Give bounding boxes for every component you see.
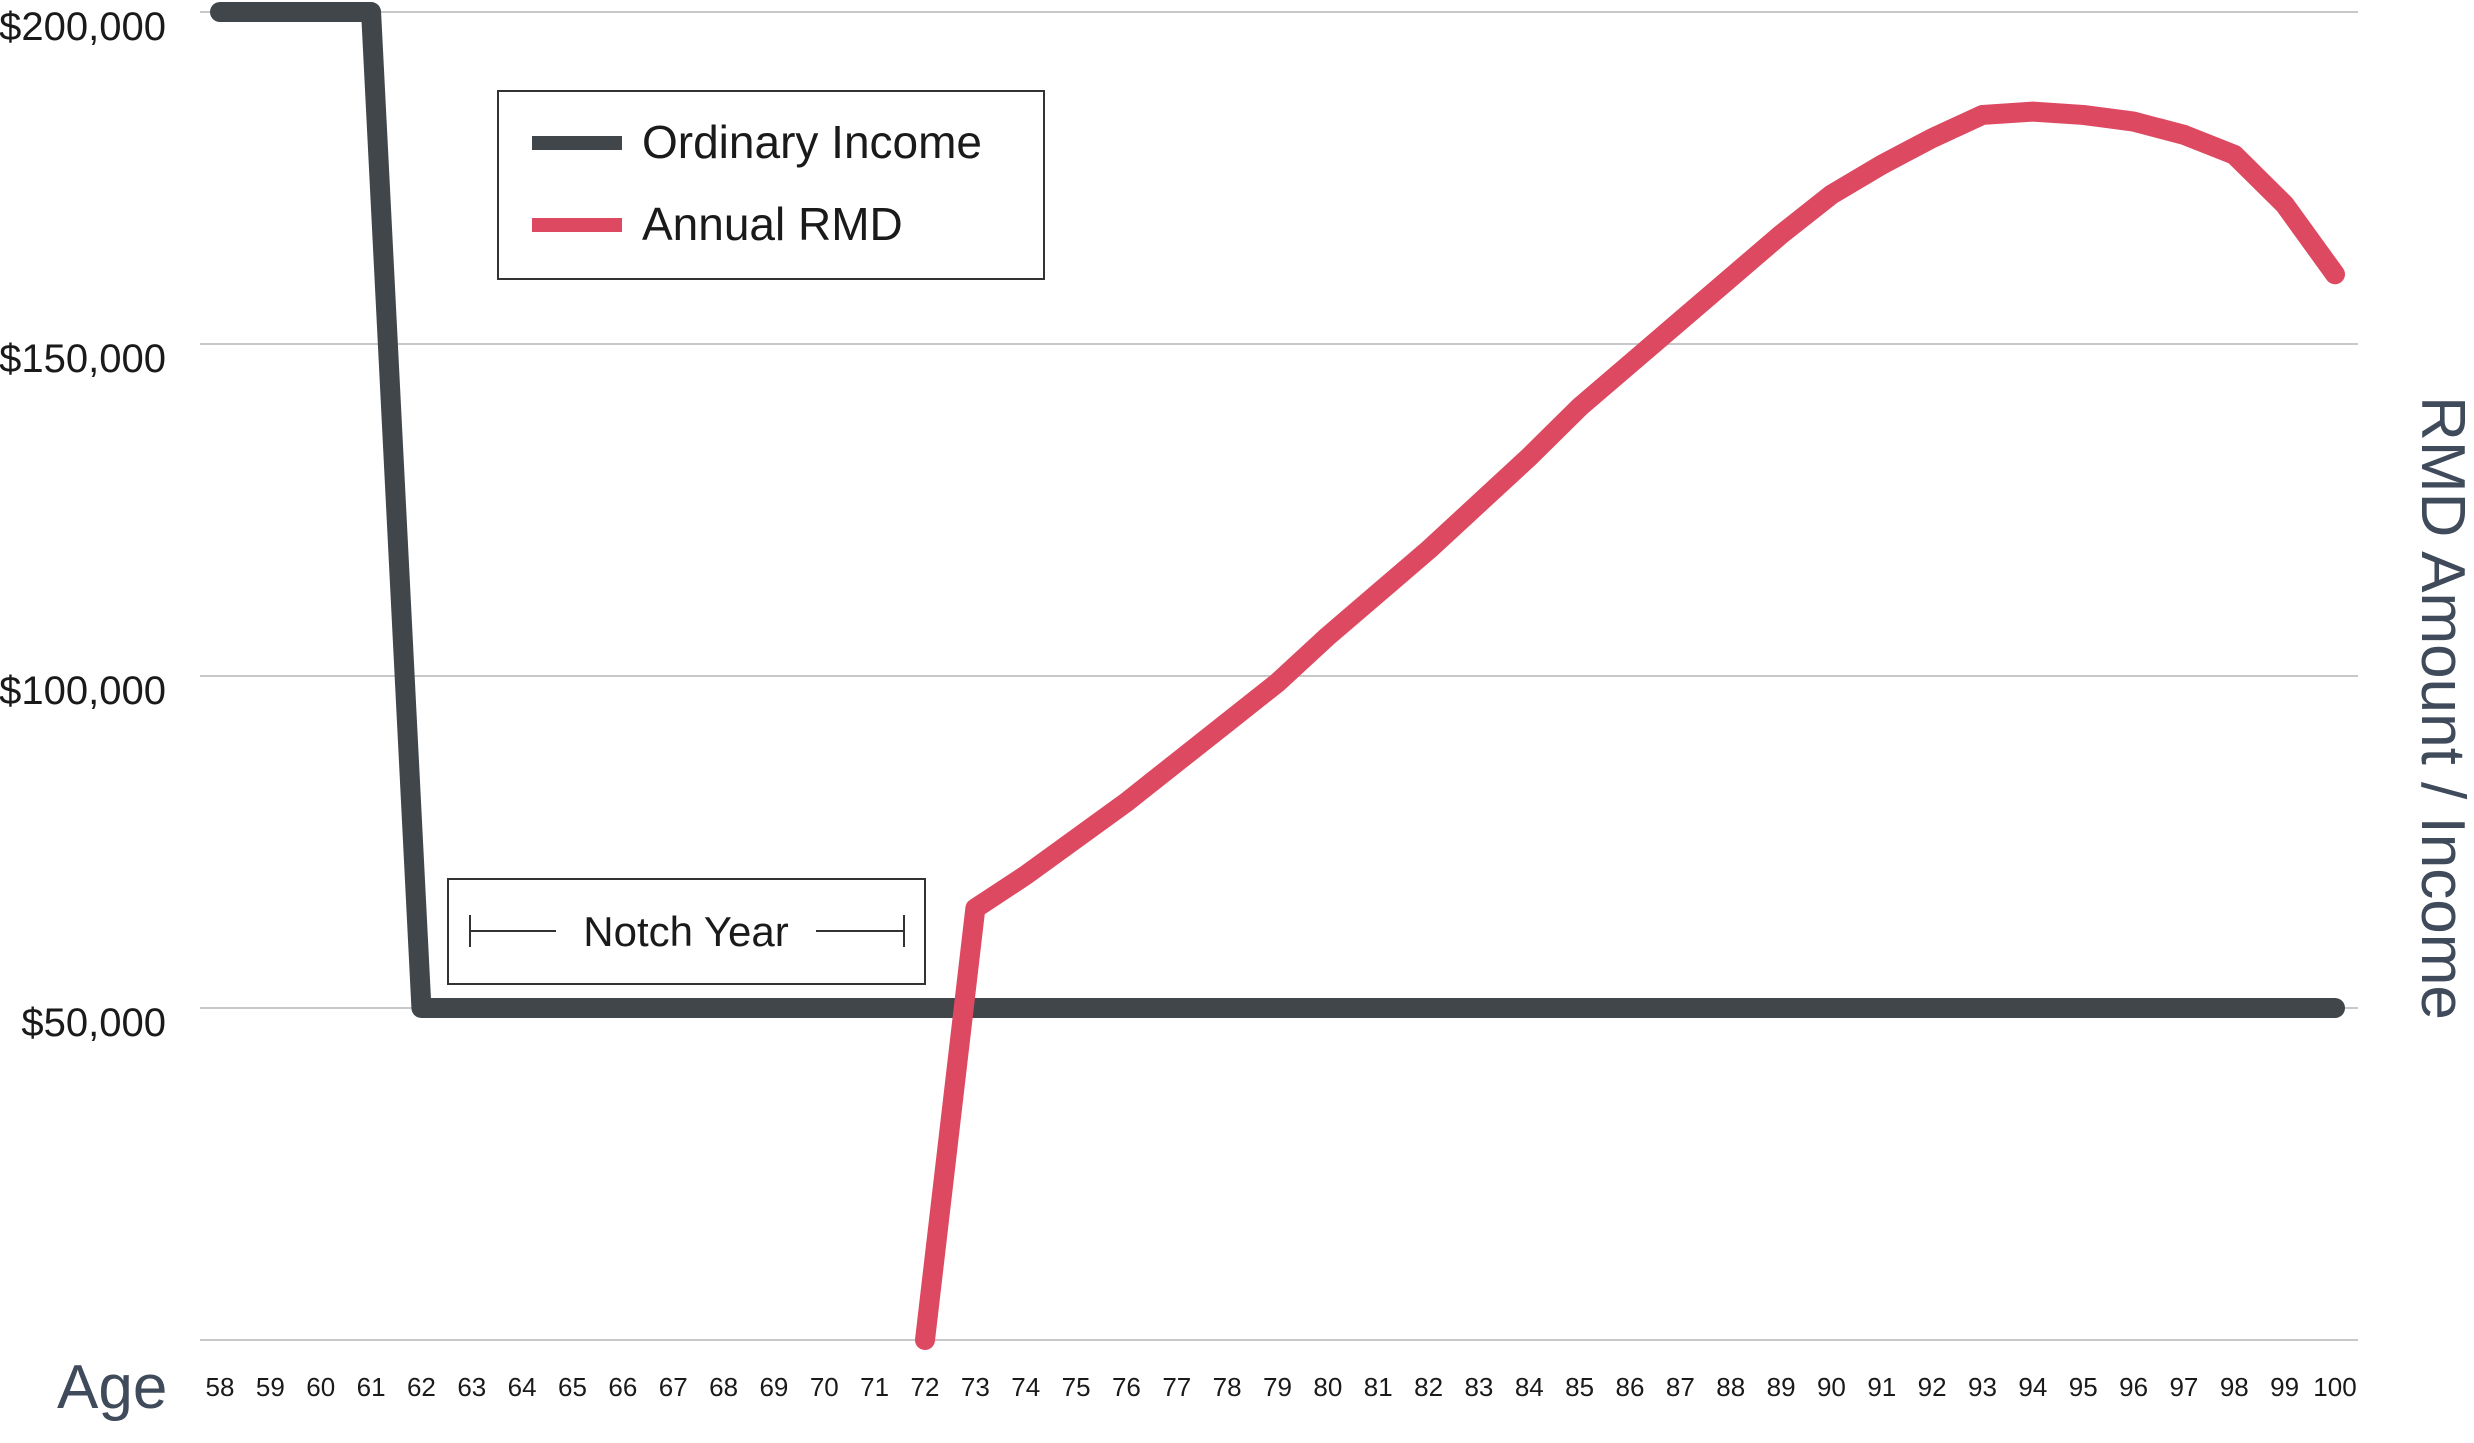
x-tick-label: 98 xyxy=(2220,1372,2249,1402)
x-tick-label: 80 xyxy=(1313,1372,1342,1402)
x-tick-label: 93 xyxy=(1968,1372,1997,1402)
x-tick-label: 85 xyxy=(1565,1372,1594,1402)
x-tick-label: 73 xyxy=(961,1372,990,1402)
x-tick-label: 68 xyxy=(709,1372,738,1402)
x-tick-label: 90 xyxy=(1817,1372,1846,1402)
x-tick-label: 66 xyxy=(608,1372,637,1402)
x-tick-label: 75 xyxy=(1062,1372,1091,1402)
x-tick-label: 92 xyxy=(1918,1372,1947,1402)
y-tick-label: $150,000 xyxy=(0,337,166,381)
x-tick-label: 74 xyxy=(1011,1372,1040,1402)
y-axis-ticks: $200,000 $150,000 $100,000 $50,000 xyxy=(0,5,166,1045)
x-tick-label: 82 xyxy=(1414,1372,1443,1402)
legend-label-ordinary-income: Ordinary Income xyxy=(642,116,982,168)
x-tick-label: 69 xyxy=(759,1372,788,1402)
x-tick-label: 65 xyxy=(558,1372,587,1402)
x-tick-label: 99 xyxy=(2270,1372,2299,1402)
x-tick-label: 76 xyxy=(1112,1372,1141,1402)
x-tick-label: 67 xyxy=(659,1372,688,1402)
x-tick-label: 91 xyxy=(1867,1372,1896,1402)
y-tick-label: $50,000 xyxy=(21,1001,166,1045)
y-axis-title: RMD Amount / Income xyxy=(2408,396,2474,1020)
x-tick-label: 77 xyxy=(1162,1372,1191,1402)
x-tick-label: 60 xyxy=(306,1372,335,1402)
x-tick-label: 70 xyxy=(810,1372,839,1402)
legend-label-annual-rmd: Annual RMD xyxy=(642,198,903,250)
x-tick-label: 72 xyxy=(911,1372,940,1402)
x-tick-label: 86 xyxy=(1616,1372,1645,1402)
y-tick-label: $200,000 xyxy=(0,5,166,49)
x-tick-label: 79 xyxy=(1263,1372,1292,1402)
notch-year-annotation: Notch Year xyxy=(447,878,926,985)
series-lines xyxy=(210,2,2345,1350)
legend-box xyxy=(497,90,1045,280)
x-tick-label: 58 xyxy=(206,1372,235,1402)
x-tick-label: 83 xyxy=(1464,1372,1493,1402)
x-tick-label: 62 xyxy=(407,1372,436,1402)
x-tick-label: 63 xyxy=(457,1372,486,1402)
series-line-annual-rmd xyxy=(915,101,2345,1350)
x-tick-label: 81 xyxy=(1364,1372,1393,1402)
legend: Ordinary Income Annual RMD xyxy=(497,90,1045,280)
x-tick-label: 97 xyxy=(2169,1372,2198,1402)
x-tick-label: 94 xyxy=(2018,1372,2047,1402)
x-tick-label: 89 xyxy=(1767,1372,1796,1402)
x-tick-label: 64 xyxy=(508,1372,537,1402)
x-tick-label: 87 xyxy=(1666,1372,1695,1402)
x-tick-label: 95 xyxy=(2069,1372,2098,1402)
y-tick-label: $100,000 xyxy=(0,669,166,713)
x-tick-label: 71 xyxy=(860,1372,889,1402)
x-axis-ticks: 58 59 60 61 62 63 64 65 66 67 68 69 70 71 72 73 74 75 76 77… xyxy=(206,1372,2357,1402)
x-tick-label: 88 xyxy=(1716,1372,1745,1402)
x-tick-label: 100 xyxy=(2313,1372,2356,1402)
x-tick-label: 61 xyxy=(357,1372,386,1402)
x-tick-label: 78 xyxy=(1213,1372,1242,1402)
x-axis-title: Age xyxy=(57,1353,167,1422)
x-tick-label: 96 xyxy=(2119,1372,2148,1402)
x-tick-label: 84 xyxy=(1515,1372,1544,1402)
notch-year-label: Notch Year xyxy=(583,908,789,955)
x-tick-label: 59 xyxy=(256,1372,285,1402)
series-line-ordinary-income xyxy=(210,2,2345,1018)
